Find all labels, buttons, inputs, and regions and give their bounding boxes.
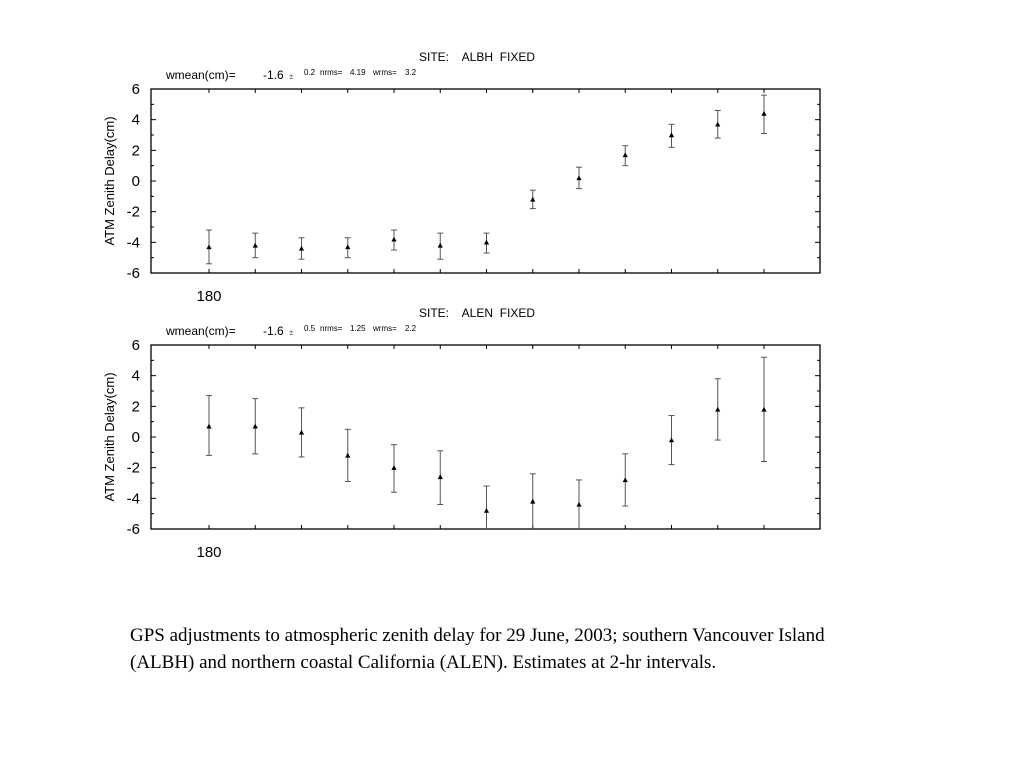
wmean-label: wmean(cm)= [165,324,236,338]
wmean-value: -1.6 [263,324,284,338]
x-tick-label: 180 [196,544,221,561]
y-tick-label: 2 [132,142,140,159]
nrms-label: nrms= [320,324,343,333]
data-point [668,132,675,138]
data-point [668,437,675,443]
data-point [298,245,305,251]
data-point [391,465,397,470]
data-point [622,152,628,158]
data-point [530,498,536,504]
wmean-sep: ± [289,328,294,337]
panel-title: SITE: ALEN FIXED [419,306,535,320]
data-point [252,423,258,429]
data-points [206,94,767,265]
wmean-err: 0.2 [304,68,316,77]
data-point [530,196,536,202]
data-point [298,429,305,435]
wrms-label: wrms= [372,68,397,77]
data-points [206,356,767,529]
wmean-sep: ± [289,72,294,81]
y-tick-label: 4 [132,112,140,129]
charts-figure: SITE: ALBH FIXED wmean(cm)= -1.6 ± 0.2 n… [102,50,821,561]
nrms-label: nrms= [320,68,343,77]
y-tick-label: 4 [132,368,140,385]
data-point [622,477,628,483]
nrms-value: 1.25 [350,324,366,333]
figure-caption: GPS adjustments to atmospheric zenith de… [130,625,825,673]
wmean-label: wmean(cm)= [165,68,236,82]
y-tick-label: -6 [127,265,140,282]
y-tick-label: 6 [132,81,140,98]
plot-frame [150,344,821,530]
data-point [483,239,490,245]
y-axis-ticks: 6 4 2 0 -2 -4 -6 [127,337,820,538]
y-tick-label: -4 [127,234,140,251]
y-tick-label: -4 [127,490,140,507]
data-point [576,175,582,181]
data-point [576,501,582,507]
y-tick-label: 0 [132,173,140,190]
data-point [715,406,721,412]
y-axis-label: ATM Zenith Delay(cm) [102,116,117,245]
y-axis-label: ATM Zenith Delay(cm) [102,372,117,501]
y-tick-label: 2 [132,398,140,415]
albh-panel: SITE: ALBH FIXED wmean(cm)= -1.6 ± 0.2 n… [102,50,821,305]
y-tick-label: 0 [132,429,140,446]
x-axis-ticks [208,89,765,273]
y-tick-label: 6 [132,337,140,354]
x-tick-label: 180 [196,288,221,305]
wrms-value: 3.2 [405,68,417,77]
y-axis-ticks: 6 4 2 0 -2 -4 -6 [127,81,820,282]
wmean-err: 0.5 [304,324,316,333]
alen-panel: SITE: ALEN FIXED wmean(cm)= -1.6 ± 0.5 n… [102,306,821,561]
data-point [206,244,212,250]
y-tick-label: -2 [127,204,140,221]
wrms-label: wrms= [372,324,397,333]
data-point [761,406,767,412]
panel-title: SITE: ALBH FIXED [419,50,535,64]
data-point [345,452,351,458]
nrms-value: 4.19 [350,68,366,77]
wmean-value: -1.6 [263,68,284,82]
data-point [715,121,721,127]
data-point [483,508,490,513]
y-tick-label: -6 [127,521,140,538]
data-point [206,423,212,429]
data-point [761,110,767,116]
y-tick-label: -2 [127,460,140,477]
data-point [437,242,443,248]
wrms-value: 2.2 [405,324,417,333]
data-point [252,242,258,248]
data-point [391,236,397,242]
data-point [437,474,443,480]
plot-frame [150,88,821,274]
data-point [345,244,351,250]
